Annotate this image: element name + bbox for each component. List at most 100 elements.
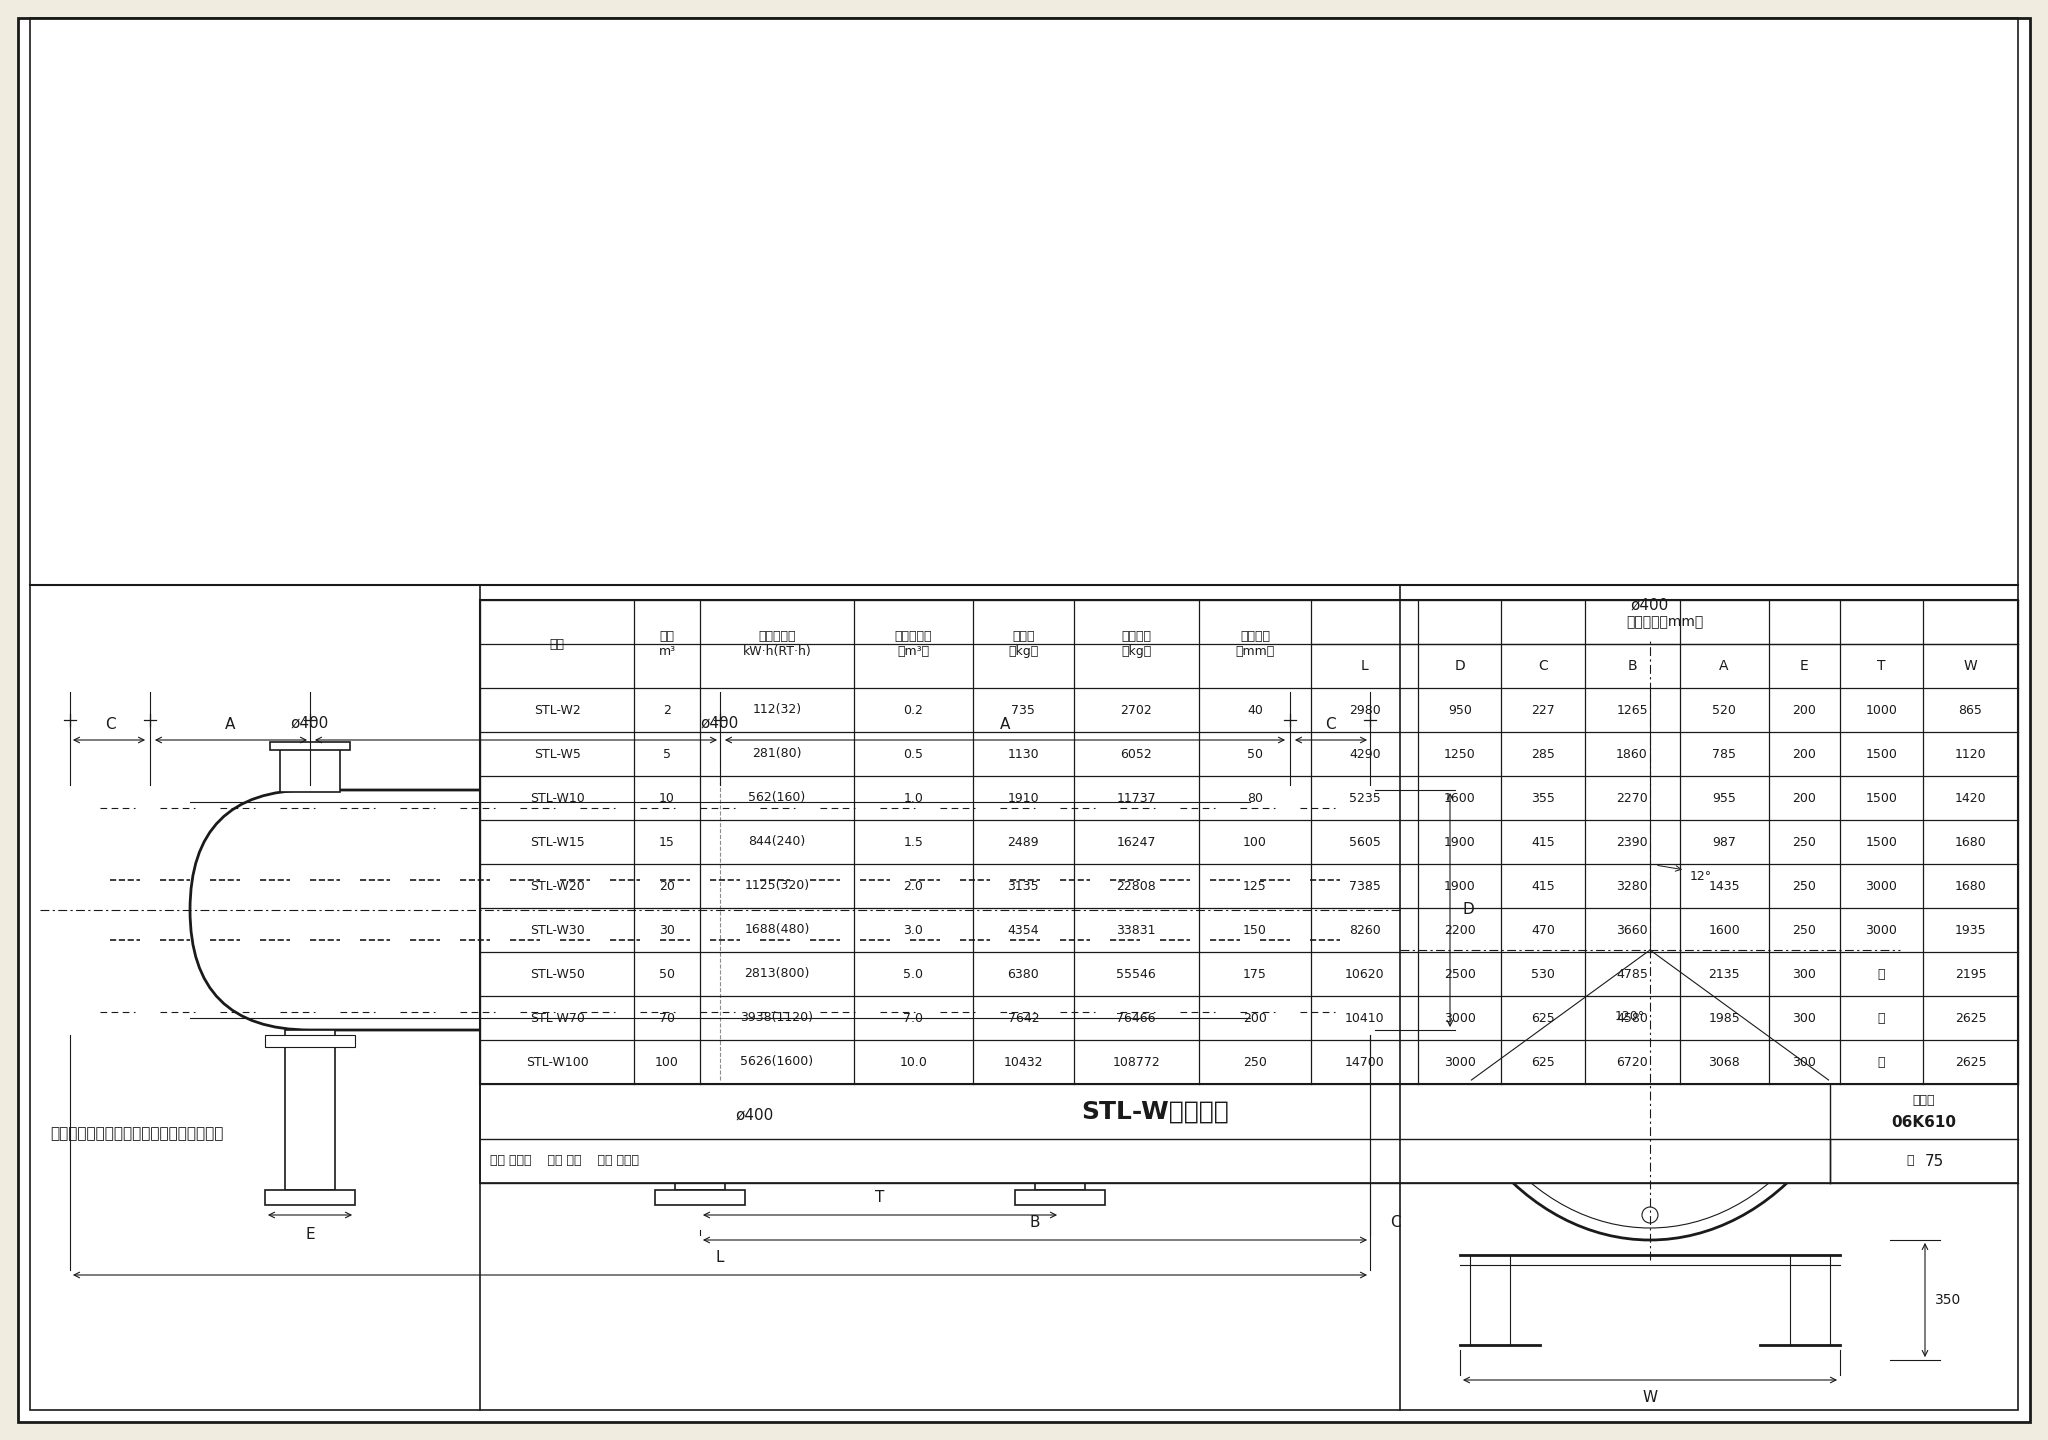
Text: 844(240): 844(240) <box>748 835 805 848</box>
Text: 页: 页 <box>1907 1155 1915 1168</box>
Ellipse shape <box>1419 660 1880 1240</box>
Bar <box>270 742 350 750</box>
Bar <box>479 1084 2017 1184</box>
Text: 2980: 2980 <box>1350 704 1380 717</box>
Text: 40: 40 <box>1247 704 1264 717</box>
Text: 1250: 1250 <box>1444 747 1477 760</box>
Text: 55546: 55546 <box>1116 968 1155 981</box>
Text: 2200: 2200 <box>1444 923 1477 936</box>
Text: 14700: 14700 <box>1346 1056 1384 1068</box>
Text: STL-W100: STL-W100 <box>526 1056 588 1068</box>
Text: 2135: 2135 <box>1708 968 1741 981</box>
Text: E: E <box>1800 660 1808 672</box>
Text: 1500: 1500 <box>1866 747 1896 760</box>
Text: 120°: 120° <box>1616 1009 1645 1022</box>
Text: 0.5: 0.5 <box>903 747 924 760</box>
Text: 5605: 5605 <box>1350 835 1380 848</box>
Bar <box>1610 624 1690 632</box>
Text: 150: 150 <box>1243 923 1268 936</box>
Text: 955: 955 <box>1712 792 1737 805</box>
Text: 1935: 1935 <box>1954 923 1987 936</box>
Text: 2702: 2702 <box>1120 704 1153 717</box>
Text: STL-W型蓄冰罐: STL-W型蓄冰罐 <box>1081 1100 1229 1123</box>
Bar <box>1790 1256 1831 1345</box>
Text: 4580: 4580 <box>1616 1011 1649 1024</box>
Text: D: D <box>1454 660 1464 672</box>
Text: 1985: 1985 <box>1708 1011 1741 1024</box>
Text: 200: 200 <box>1792 704 1817 717</box>
Text: 300: 300 <box>1792 1011 1817 1024</box>
Text: 200: 200 <box>1792 792 1817 805</box>
Text: 70: 70 <box>659 1011 676 1024</box>
Text: 625: 625 <box>1532 1011 1554 1024</box>
Text: A: A <box>225 717 236 732</box>
Text: 1680: 1680 <box>1954 880 1987 893</box>
Bar <box>1034 1030 1085 1189</box>
Text: 10620: 10620 <box>1346 968 1384 981</box>
Text: 125: 125 <box>1243 880 1268 893</box>
Text: 865: 865 <box>1958 704 1982 717</box>
Text: STL-W5: STL-W5 <box>535 747 582 760</box>
Text: 06K610: 06K610 <box>1892 1115 1956 1130</box>
Text: L: L <box>1362 660 1368 672</box>
Text: 3280: 3280 <box>1616 880 1649 893</box>
Text: 5626(1600): 5626(1600) <box>739 1056 813 1068</box>
Text: E: E <box>305 1227 315 1241</box>
Text: 530: 530 <box>1532 968 1554 981</box>
Text: 4290: 4290 <box>1350 747 1380 760</box>
Text: 350: 350 <box>1935 1293 1962 1308</box>
Text: 5: 5 <box>664 747 672 760</box>
Text: 2813(800): 2813(800) <box>743 968 809 981</box>
Text: 562(160): 562(160) <box>748 792 805 805</box>
Text: W: W <box>1642 1390 1657 1405</box>
Text: 运行重量
（kg）: 运行重量 （kg） <box>1120 631 1151 658</box>
Text: 15: 15 <box>659 835 676 848</box>
Text: 容积
m³: 容积 m³ <box>659 631 676 658</box>
Text: A: A <box>999 717 1010 732</box>
Text: ø400: ø400 <box>700 716 739 730</box>
Text: 3000: 3000 <box>1866 880 1896 893</box>
Text: 2195: 2195 <box>1954 968 1987 981</box>
Text: 75: 75 <box>1925 1153 1944 1168</box>
Bar <box>285 1030 336 1189</box>
Text: 355: 355 <box>1532 792 1554 805</box>
Text: 3135: 3135 <box>1008 880 1038 893</box>
Text: 300: 300 <box>1792 1056 1817 1068</box>
Text: STL-W2: STL-W2 <box>535 704 580 717</box>
Text: 1130: 1130 <box>1008 747 1038 760</box>
Text: 2270: 2270 <box>1616 792 1649 805</box>
Text: W: W <box>1964 660 1978 672</box>
Bar <box>682 904 719 914</box>
Text: 11737: 11737 <box>1116 792 1155 805</box>
Bar <box>655 1189 745 1205</box>
Text: ø400: ø400 <box>291 716 330 730</box>
Text: 10: 10 <box>659 792 676 805</box>
Text: 1900: 1900 <box>1444 835 1477 848</box>
Text: －: － <box>1878 968 1884 981</box>
Text: ø400: ø400 <box>735 1107 774 1123</box>
Text: 接管尺寸
（mm）: 接管尺寸 （mm） <box>1235 631 1274 658</box>
Text: 785: 785 <box>1712 747 1737 760</box>
Text: 22808: 22808 <box>1116 880 1155 893</box>
Text: 2625: 2625 <box>1954 1011 1987 1024</box>
Bar <box>676 1030 725 1189</box>
Text: 520: 520 <box>1712 704 1737 717</box>
Text: 12°: 12° <box>1690 870 1712 883</box>
Text: 4354: 4354 <box>1008 923 1038 936</box>
Text: C: C <box>1391 1215 1401 1230</box>
Text: 625: 625 <box>1532 1056 1554 1068</box>
Text: T: T <box>1878 660 1886 672</box>
Text: 乙二醇容量
（m³）: 乙二醇容量 （m³） <box>895 631 932 658</box>
Text: B: B <box>1030 1215 1040 1230</box>
Text: 100: 100 <box>655 1056 680 1068</box>
Bar <box>655 1035 745 1047</box>
Text: T: T <box>874 1189 885 1205</box>
Text: 30: 30 <box>659 923 676 936</box>
Bar <box>1016 1189 1106 1205</box>
Text: 审核 潘云钢    校对 王佳    设计 宋孝春: 审核 潘云钢 校对 王佳 设计 宋孝春 <box>489 1155 639 1168</box>
Text: STL-W10: STL-W10 <box>530 792 584 805</box>
Text: 型号: 型号 <box>549 638 565 651</box>
Text: 250: 250 <box>1243 1056 1268 1068</box>
Text: 987: 987 <box>1712 835 1737 848</box>
Text: 1435: 1435 <box>1708 880 1741 893</box>
